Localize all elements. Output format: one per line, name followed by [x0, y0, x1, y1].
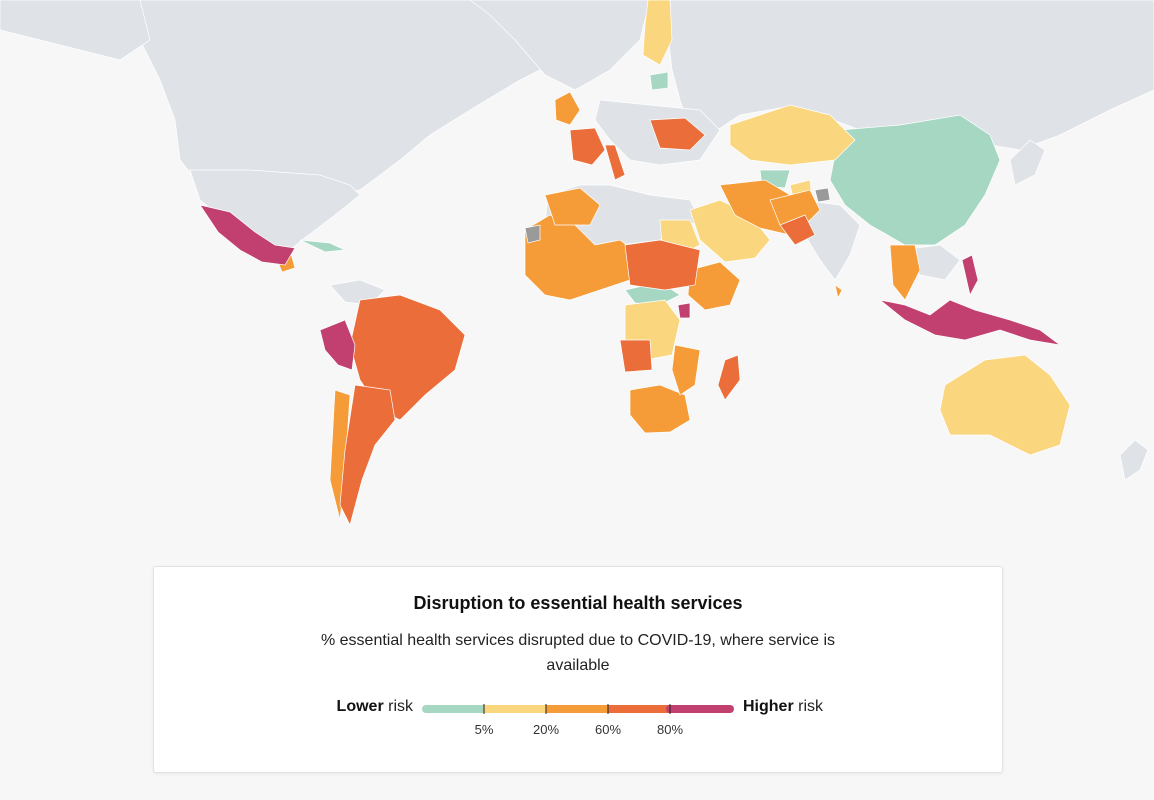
tick-label-80: 80%	[657, 722, 683, 737]
lower-risk-rest: risk	[383, 698, 413, 715]
country-philippines[interactable]	[961, 254, 979, 296]
country-italy[interactable]	[604, 144, 626, 181]
country-new-zealand[interactable]	[1119, 439, 1149, 481]
country-japan[interactable]	[1009, 139, 1046, 186]
country-peru[interactable]	[319, 319, 356, 371]
country-madagascar[interactable]	[717, 354, 741, 401]
scale-bar: 5% 20% 60% 80%	[422, 704, 734, 737]
higher-risk-bold: Higher	[743, 698, 794, 715]
country-angola[interactable]	[619, 339, 653, 373]
country-ukraine[interactable]	[649, 117, 706, 151]
country-uganda[interactable]	[677, 302, 691, 319]
country-western-sahara[interactable]	[524, 224, 541, 244]
country-sri-lanka[interactable]	[834, 284, 843, 300]
tick-label-5: 5%	[475, 722, 494, 737]
country-pakistan[interactable]	[779, 214, 816, 246]
country-alaska[interactable]	[0, 0, 151, 61]
tick-label-60: 60%	[595, 722, 621, 737]
lower-risk-label: Lower risk	[337, 698, 413, 716]
country-finland[interactable]	[642, 0, 673, 66]
higher-risk-label: Higher risk	[743, 698, 823, 716]
country-south-asia[interactable]	[799, 199, 861, 281]
legend-title: Disruption to essential health services	[413, 593, 743, 613]
country-argentina[interactable]	[339, 384, 396, 526]
country-thailand[interactable]	[889, 244, 921, 301]
world-map[interactable]	[0, 0, 1154, 545]
country-south-africa[interactable]	[629, 384, 691, 434]
color-scale: Lower risk 5% 20% 60% 80% Higher risk	[154, 698, 1002, 738]
country-france[interactable]	[569, 127, 606, 166]
country-kashmir[interactable]	[814, 187, 831, 203]
country-mozambique[interactable]	[671, 344, 701, 396]
tick-label-20: 20%	[533, 722, 559, 737]
country-indonesia[interactable]	[879, 299, 1061, 346]
country-australia[interactable]	[939, 354, 1071, 456]
country-algeria[interactable]	[544, 187, 601, 226]
higher-risk-rest: risk	[793, 698, 823, 715]
country-chad-area[interactable]	[624, 239, 701, 291]
country-mexico[interactable]	[199, 204, 296, 266]
country-china[interactable]	[829, 114, 1001, 246]
lower-risk-bold: Lower	[336, 698, 384, 715]
country-kazakhstan[interactable]	[729, 104, 856, 166]
legend-subtitle: % essential health services disrupted du…	[320, 632, 835, 674]
country-cuba[interactable]	[299, 239, 347, 253]
country-baltics[interactable]	[649, 71, 669, 91]
legend-card: Disruption to essential health services …	[153, 566, 1003, 773]
country-ethiopia[interactable]	[687, 261, 741, 311]
country-uk[interactable]	[554, 91, 581, 126]
